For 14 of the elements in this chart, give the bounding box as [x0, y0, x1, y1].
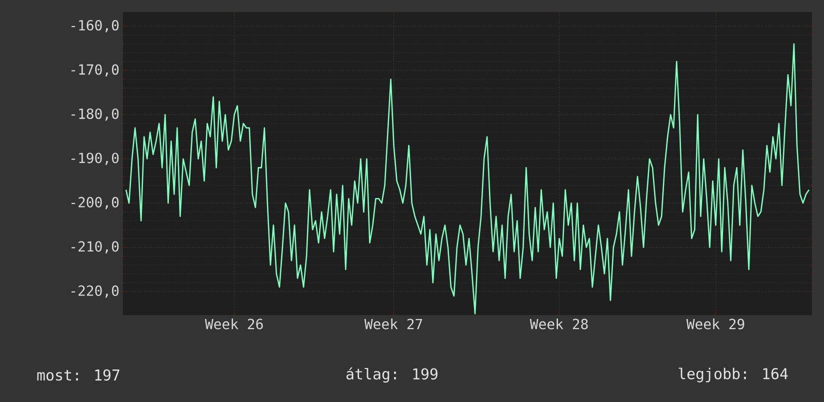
y-tick-label: -220,0 — [72, 285, 119, 298]
y-tick-label: -210,0 — [72, 241, 119, 254]
y-tick-label: -190,0 — [72, 152, 119, 166]
y-tick-label: -160,0 — [72, 20, 119, 32]
y-tick-label: -170,0 — [72, 64, 119, 77]
text: most: 197 — [37, 369, 120, 381]
x-tick-label: Week 27 — [364, 318, 422, 330]
y-tick-label: -180,0 — [72, 108, 119, 121]
text: legjobb: 164 — [678, 368, 788, 382]
y-tick-label: -200,0 — [72, 196, 119, 210]
x-tick-label: Week 29 — [686, 318, 744, 330]
x-tick-label: Week 26 — [204, 318, 263, 330]
text: átlag: 199 — [346, 367, 438, 383]
x-tick-label: Week 28 — [530, 318, 588, 330]
